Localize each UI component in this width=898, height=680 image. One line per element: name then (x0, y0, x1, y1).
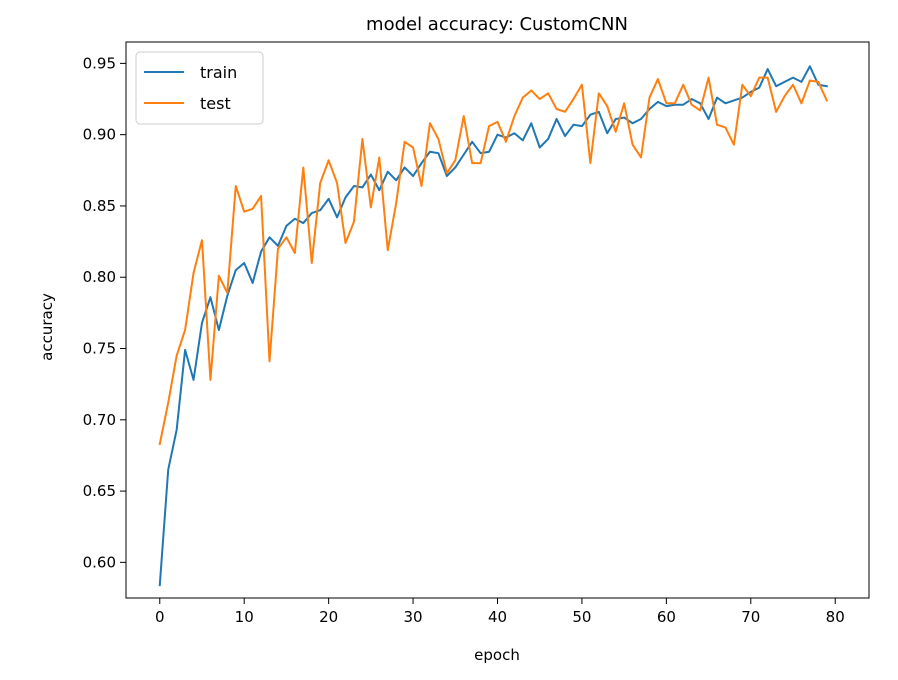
chart-title: model accuracy: CustomCNN (366, 14, 628, 35)
series-line-train (158, 65, 828, 587)
legend-label-train: train (200, 63, 237, 82)
x-tick-label: 30 (404, 608, 423, 626)
x-tick-label: 70 (741, 608, 760, 626)
x-tick-label: 60 (657, 608, 676, 626)
y-tick-label: 0.90 (83, 126, 116, 144)
plot-area (126, 42, 869, 598)
x-tick-label: 10 (235, 608, 254, 626)
x-axis-label: epoch (474, 646, 520, 664)
x-tick-label: 0 (155, 608, 165, 626)
legend-label-test: test (200, 94, 231, 113)
y-tick-label: 0.95 (83, 54, 116, 72)
series-line-test (158, 76, 829, 446)
series-lines (158, 65, 829, 587)
x-tick-label: 20 (319, 608, 338, 626)
x-tick-label: 50 (572, 608, 591, 626)
y-tick-label: 0.70 (83, 411, 116, 429)
x-tick-label: 80 (826, 608, 845, 626)
legend-box (135, 51, 264, 125)
y-tick-label: 0.65 (83, 482, 116, 500)
y-axis-label: accuracy (38, 293, 56, 361)
y-tick-label: 0.75 (83, 340, 116, 358)
y-tick-label: 0.80 (83, 268, 116, 286)
x-axis-ticks: 0 10 20 30 40 50 60 70 80 (155, 598, 845, 626)
y-tick-label: 0.60 (83, 553, 116, 571)
x-tick-label: 40 (488, 608, 507, 626)
y-tick-label: 0.85 (83, 197, 116, 215)
plot-background (126, 42, 869, 598)
y-axis-ticks: 0.60 0.65 0.70 0.75 0.80 0.85 0.90 0.95 (83, 54, 126, 571)
legend: train test (135, 51, 264, 125)
